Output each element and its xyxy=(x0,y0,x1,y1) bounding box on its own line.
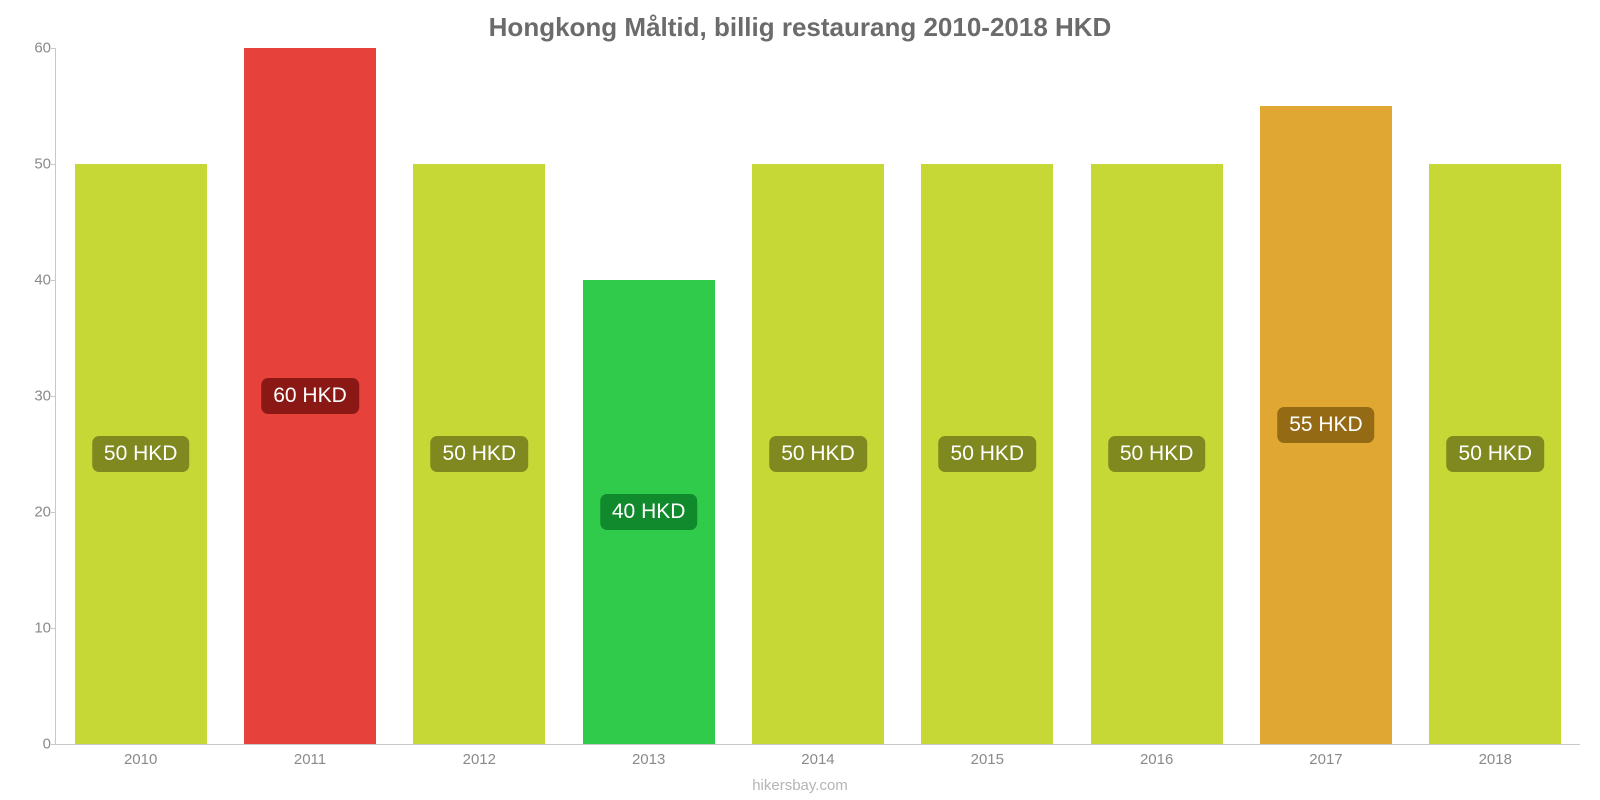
bar-value-label: 50 HKD xyxy=(1108,436,1206,472)
plot: 50 HKD201060 HKD201150 HKD201240 HKD2013… xyxy=(55,48,1580,745)
x-tick-label: 2014 xyxy=(801,751,834,768)
y-tick-label: 60 xyxy=(16,40,51,57)
y-tick-label: 30 xyxy=(16,388,51,405)
y-tick-label: 50 xyxy=(16,156,51,173)
bar-value-label: 50 HKD xyxy=(92,436,190,472)
x-tick-label: 2017 xyxy=(1309,751,1342,768)
y-tick-mark xyxy=(51,164,56,165)
bar-slot: 50 HKD2015 xyxy=(903,48,1072,744)
bar-slot: 50 HKD2016 xyxy=(1072,48,1241,744)
bar: 60 HKD xyxy=(244,48,376,744)
bar-slot: 50 HKD2018 xyxy=(1411,48,1580,744)
chart-area: 50 HKD201060 HKD201150 HKD201240 HKD2013… xyxy=(55,48,1580,745)
bar: 50 HKD xyxy=(1429,164,1561,744)
bar-slot: 50 HKD2010 xyxy=(56,48,225,744)
y-tick-label: 20 xyxy=(16,504,51,521)
bar-value-label: 50 HKD xyxy=(1447,436,1545,472)
bar-value-label: 40 HKD xyxy=(600,494,698,530)
x-tick-label: 2016 xyxy=(1140,751,1173,768)
y-tick-mark xyxy=(51,48,56,49)
bar: 50 HKD xyxy=(752,164,884,744)
attribution: hikersbay.com xyxy=(0,777,1600,794)
bar-slot: 55 HKD2017 xyxy=(1241,48,1410,744)
bar-slot: 40 HKD2013 xyxy=(564,48,733,744)
bar-value-label: 55 HKD xyxy=(1277,407,1375,443)
y-tick-label: 40 xyxy=(16,272,51,289)
bar-slot: 50 HKD2012 xyxy=(395,48,564,744)
y-tick-mark xyxy=(51,280,56,281)
bar-value-label: 50 HKD xyxy=(769,436,867,472)
x-tick-label: 2012 xyxy=(463,751,496,768)
x-tick-label: 2011 xyxy=(294,751,326,768)
x-tick-label: 2015 xyxy=(971,751,1004,768)
y-tick-label: 0 xyxy=(16,736,51,753)
bar-value-label: 50 HKD xyxy=(431,436,529,472)
bar: 40 HKD xyxy=(583,280,715,744)
y-tick-mark xyxy=(51,744,56,745)
bar-value-label: 50 HKD xyxy=(939,436,1037,472)
y-tick-mark xyxy=(51,512,56,513)
x-tick-label: 2013 xyxy=(632,751,665,768)
bar: 50 HKD xyxy=(75,164,207,744)
x-tick-label: 2018 xyxy=(1479,751,1512,768)
bar: 50 HKD xyxy=(921,164,1053,744)
x-tick-label: 2010 xyxy=(124,751,157,768)
bar: 50 HKD xyxy=(413,164,545,744)
bar-value-label: 60 HKD xyxy=(261,378,359,414)
y-tick-label: 10 xyxy=(16,620,51,637)
y-tick-mark xyxy=(51,628,56,629)
bar-slot: 50 HKD2014 xyxy=(733,48,902,744)
y-tick-mark xyxy=(51,396,56,397)
chart-title: Hongkong Måltid, billig restaurang 2010-… xyxy=(0,0,1600,43)
bar: 55 HKD xyxy=(1260,106,1392,744)
bars-row: 50 HKD201060 HKD201150 HKD201240 HKD2013… xyxy=(56,48,1580,744)
bar: 50 HKD xyxy=(1091,164,1223,744)
bar-slot: 60 HKD2011 xyxy=(225,48,394,744)
